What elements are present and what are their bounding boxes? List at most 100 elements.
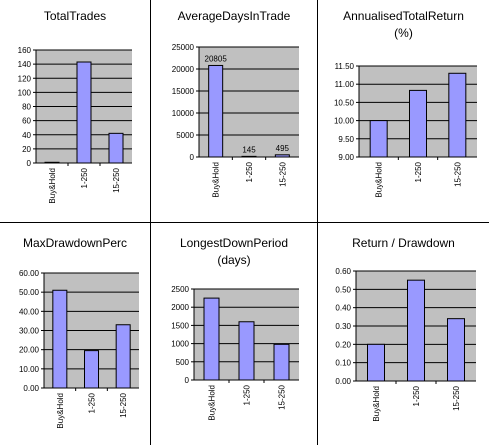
bar xyxy=(44,161,60,164)
bar xyxy=(447,318,465,382)
y-tick-label: 5000 xyxy=(176,131,194,140)
bar xyxy=(238,321,255,381)
y-tick-label: 0.10 xyxy=(335,359,351,368)
x-tick-label: 15-250 xyxy=(278,161,287,186)
y-tick-label: 0.00 xyxy=(335,377,351,386)
y-tick-label: 0 xyxy=(27,159,32,168)
bar xyxy=(203,297,220,381)
data-label: 145 xyxy=(242,145,256,154)
bar xyxy=(273,343,290,381)
y-tick-label: 15000 xyxy=(172,87,195,96)
x-tick-label: Buy&Hold xyxy=(375,162,384,198)
bar-chart-max-drawdown-perc: 0.00 10.00 20.00 30.00 40.00 50.00 60.00 Buy&Ho… xyxy=(19,269,139,429)
x-tick-label: 1-250 xyxy=(245,161,254,182)
y-tick-label: 10000 xyxy=(172,109,195,118)
y-tick-label: 20.00 xyxy=(19,346,40,355)
bar xyxy=(407,279,425,382)
y-tick-label: 0 xyxy=(185,376,190,385)
bar xyxy=(108,132,124,164)
chart-title: TotalTrades xyxy=(43,9,107,23)
x-tick-label: Buy&Hold xyxy=(212,162,221,198)
x-tick-label: Buy&Hold xyxy=(208,385,217,421)
x-tick-label: 15-250 xyxy=(112,167,121,192)
x-tick-label: 1-250 xyxy=(243,384,252,405)
y-tick-label: 60 xyxy=(22,117,31,126)
y-tick-label: 0.30 xyxy=(335,322,351,331)
y-tick-label: 80 xyxy=(22,103,31,112)
bar xyxy=(369,120,388,158)
y-tick-label: 40 xyxy=(22,131,31,140)
y-tick-label: 2000 xyxy=(171,303,189,312)
y-tick-label: 9.00 xyxy=(338,153,354,162)
chart-panel-longest-down-period: LongestDownPeriod (days) 0 500 1000 1500 200… xyxy=(151,223,317,445)
y-tick-label: 10.50 xyxy=(334,98,355,107)
chart-panel-total-trades: TotalTrades 0 20 40 60 80 100 120 140 160 Buy&Hol… xyxy=(0,0,150,222)
y-tick-label: 160 xyxy=(18,46,32,55)
x-tick-label: 15-250 xyxy=(452,385,461,410)
data-label: 495 xyxy=(276,144,290,153)
bar xyxy=(409,89,427,158)
bar-chart-longest-down-period: 0 500 1000 1500 2000 2500 Buy&Hold 1-250 15-250 xyxy=(171,285,299,421)
y-tick-label: 25000 xyxy=(172,43,195,52)
y-tick-label: 50.00 xyxy=(19,288,40,297)
y-tick-label: 20 xyxy=(22,145,31,154)
y-tick-label: 1500 xyxy=(171,321,189,330)
chart-panel-annualised-total-return: AnnualisedTotalReturn (%) 9.00 9.50 10.00 1… xyxy=(318,0,489,222)
bar xyxy=(274,154,290,158)
y-tick-label: 500 xyxy=(176,358,190,367)
bar-chart-total-trades: 0 20 40 60 80 100 120 140 160 Buy&Hold 1-250 15-250 xyxy=(18,46,132,204)
bar-chart-return-drawdown: 0.00 0.10 0.20 0.30 0.40 0.50 0.60 Buy&Hold 1-25… xyxy=(335,267,476,422)
y-tick-label: 10.00 xyxy=(19,365,40,374)
x-tick-label: 15-250 xyxy=(278,384,287,409)
x-tick-label: Buy&Hold xyxy=(372,386,381,422)
x-tick-label: 1-250 xyxy=(88,392,97,413)
chart-panel-average-days-in-trade: AverageDaysInTrade 0 5000 10000 15000 20000 2… xyxy=(151,0,317,222)
chart-title: AverageDaysInTrade xyxy=(177,9,291,23)
bar xyxy=(241,155,257,158)
y-tick-label: 11.50 xyxy=(335,62,355,71)
y-tick-label: 40.00 xyxy=(19,307,40,316)
bar-chart-average-days-in-trade: 0 5000 10000 15000 20000 25000 Buy&Hold 20805 1-… xyxy=(172,43,299,198)
chart-subtitle: (days) xyxy=(217,253,251,267)
x-tick-label: Buy&Hold xyxy=(56,393,65,429)
chart-title: Return / Drawdown xyxy=(352,236,455,250)
y-tick-label: 30.00 xyxy=(19,327,40,336)
x-tick-label: 15-250 xyxy=(453,161,462,186)
x-tick-label: Buy&Hold xyxy=(48,168,57,204)
chart-panel-max-drawdown-perc: MaxDrawdownPerc 0.00 10.00 20.00 30.00 40.00… xyxy=(0,223,150,445)
chart-title: MaxDrawdownPerc xyxy=(22,236,128,250)
y-tick-label: 0.50 xyxy=(335,285,351,294)
y-tick-label: 0.00 xyxy=(23,384,39,393)
x-tick-label: 1-250 xyxy=(80,167,89,188)
chart-title: LongestDownPeriod xyxy=(179,236,289,250)
x-tick-label: 1-250 xyxy=(414,161,423,182)
data-label: 20805 xyxy=(205,54,228,63)
bar xyxy=(448,72,467,158)
bar xyxy=(52,289,68,389)
y-tick-label: 140 xyxy=(18,60,32,69)
y-tick-label: 20000 xyxy=(172,65,195,74)
y-tick-label: 2500 xyxy=(171,285,189,294)
bar xyxy=(115,324,131,389)
bar xyxy=(367,343,385,382)
chart-title: AnnualisedTotalReturn xyxy=(343,9,464,23)
chart-panel-return-drawdown: Return / Drawdown 0.00 0.10 0.20 0.30 0.40 0.… xyxy=(318,223,489,445)
bar xyxy=(84,350,99,389)
x-tick-label: 15-250 xyxy=(119,392,128,417)
y-tick-label: 0.60 xyxy=(335,267,351,276)
x-tick-label: 1-250 xyxy=(412,385,421,406)
y-tick-label: 0.20 xyxy=(335,340,351,349)
y-tick-label: 0.40 xyxy=(335,304,351,313)
y-tick-label: 9.50 xyxy=(338,135,354,144)
y-tick-label: 60.00 xyxy=(19,269,40,278)
bar xyxy=(76,61,92,164)
y-tick-label: 120 xyxy=(18,74,32,83)
y-tick-label: 0 xyxy=(190,153,195,162)
bar-chart-annualised-total-return: 9.00 9.50 10.00 10.50 11.00 11.50 Buy&Hold 1-25… xyxy=(334,62,477,198)
y-tick-label: 11.00 xyxy=(335,80,355,89)
y-tick-label: 1000 xyxy=(171,340,189,349)
y-tick-label: 100 xyxy=(18,88,32,97)
chart-subtitle: (%) xyxy=(394,26,413,40)
